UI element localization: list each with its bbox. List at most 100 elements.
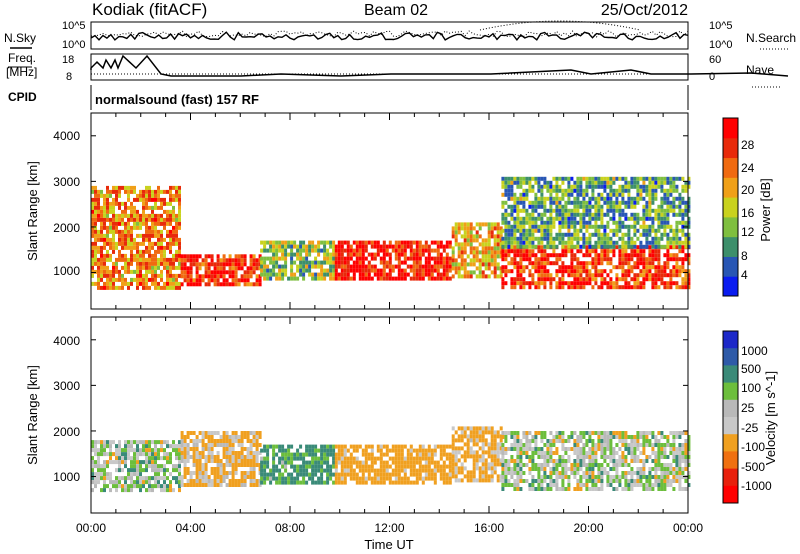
power-cell xyxy=(163,209,166,214)
power-colorbar-frame xyxy=(722,117,739,297)
velocity-cell xyxy=(391,448,395,453)
power-cell xyxy=(103,241,106,246)
velocity-cell xyxy=(106,484,109,489)
power-cell xyxy=(397,244,401,249)
power-cell xyxy=(525,249,529,254)
power-cell xyxy=(540,253,544,258)
power-cell xyxy=(630,200,634,205)
velocity-cell xyxy=(346,468,350,473)
power-cell xyxy=(618,249,622,254)
velocity-cell xyxy=(234,439,238,443)
power-cell xyxy=(493,246,497,251)
power-cell xyxy=(507,204,511,209)
velocity-cell xyxy=(570,471,574,475)
velocity-cell xyxy=(403,480,407,485)
power-cell xyxy=(666,265,670,270)
power-cell xyxy=(549,188,553,193)
power-cell xyxy=(195,278,199,283)
power-cell xyxy=(612,188,616,193)
velocity-cell xyxy=(216,439,220,443)
velocity-cell xyxy=(373,480,377,485)
power-cell xyxy=(555,216,559,221)
velocity-cell xyxy=(549,455,553,459)
power-cell xyxy=(621,236,625,241)
velocity-cell xyxy=(519,455,523,459)
velocity-cell xyxy=(472,474,476,479)
velocity-cell xyxy=(142,476,145,481)
velocity-cell xyxy=(499,446,503,451)
velocity-cell xyxy=(207,475,211,479)
power-cell xyxy=(609,192,613,197)
power-cell xyxy=(364,240,368,245)
velocity-cell xyxy=(528,439,532,443)
power-cell xyxy=(681,277,685,282)
power-cell xyxy=(654,285,658,290)
velocity-cell xyxy=(370,468,374,473)
power-cell xyxy=(91,217,94,222)
power-cell xyxy=(157,205,160,210)
power-cell xyxy=(582,232,586,237)
power-cell xyxy=(127,285,130,290)
power-cell xyxy=(534,216,538,221)
power-cell xyxy=(403,244,407,249)
velocity-cell xyxy=(463,454,467,459)
velocity-cell xyxy=(603,451,607,455)
power-cell xyxy=(603,196,607,201)
velocity-cell xyxy=(642,435,646,439)
velocity-cell xyxy=(358,480,362,485)
power-cell xyxy=(645,273,649,278)
power-cell xyxy=(91,205,94,210)
velocity-cell xyxy=(594,463,598,467)
power-cell xyxy=(490,250,494,255)
power-cell xyxy=(139,281,142,286)
power-cell xyxy=(163,225,166,230)
power-cell xyxy=(493,258,497,263)
power-cell xyxy=(382,252,386,257)
power-cell xyxy=(186,274,190,279)
power-cell xyxy=(195,262,199,267)
power-cell xyxy=(337,248,341,253)
velocity-cell xyxy=(606,455,610,459)
velocity-cell xyxy=(263,448,267,453)
velocity-cell xyxy=(91,464,94,469)
velocity-cell xyxy=(466,478,470,483)
velocity-cell xyxy=(645,435,649,439)
velocity-cell xyxy=(675,451,679,455)
power-cell xyxy=(594,184,598,189)
velocity-cell xyxy=(163,452,166,457)
power-cell xyxy=(585,261,589,266)
velocity-cell xyxy=(531,459,535,463)
power-cell xyxy=(528,176,532,181)
velocity-cell xyxy=(481,434,485,439)
power-cell xyxy=(513,204,517,209)
power-cell xyxy=(382,276,386,281)
power-cell xyxy=(169,201,172,206)
power-cell xyxy=(100,277,103,282)
velocity-cell xyxy=(663,455,667,459)
velocity-cell xyxy=(460,454,464,459)
velocity-cell xyxy=(582,459,586,463)
power-cell xyxy=(145,257,148,262)
power-cell xyxy=(376,252,380,257)
power-cell xyxy=(496,266,500,271)
power-cell xyxy=(481,222,485,227)
power-cell xyxy=(588,253,592,258)
velocity-cell xyxy=(367,456,371,461)
power-cell xyxy=(145,193,148,198)
power-cell xyxy=(302,244,306,249)
velocity-cell xyxy=(591,483,595,487)
power-cell xyxy=(343,268,347,273)
power-cbar-tick-16: 16 xyxy=(741,206,755,220)
power-cell xyxy=(154,229,157,234)
velocity-cell xyxy=(552,471,556,475)
power-cell xyxy=(588,208,592,213)
velocity-cell xyxy=(127,448,130,453)
velocity-cell xyxy=(603,431,607,435)
velocity-cell xyxy=(320,448,324,453)
power-cell xyxy=(175,193,178,198)
velocity-cell xyxy=(588,467,592,471)
power-cell xyxy=(681,228,685,233)
power-cell xyxy=(178,221,181,226)
velocity-cell xyxy=(275,444,279,449)
velocity-cell xyxy=(201,467,205,471)
